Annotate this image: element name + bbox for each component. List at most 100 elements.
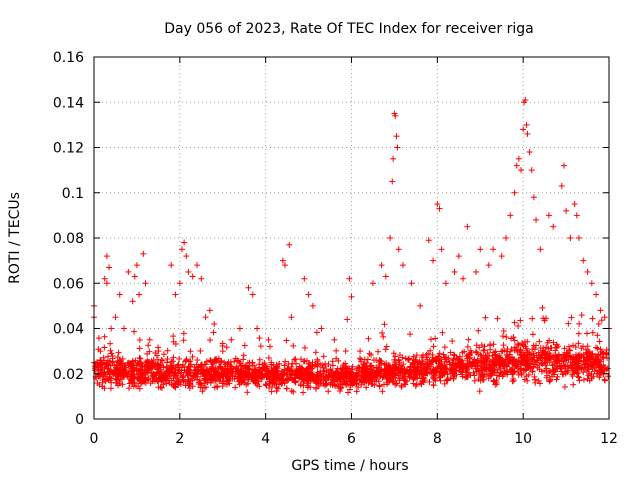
data-point <box>164 347 171 354</box>
data-point <box>134 367 141 374</box>
data-point <box>130 383 137 390</box>
data-point <box>395 357 402 364</box>
data-point <box>256 361 263 368</box>
data-point <box>202 384 209 391</box>
data-point <box>390 379 397 386</box>
data-point <box>596 374 603 381</box>
data-point <box>356 355 363 362</box>
data-point <box>545 345 552 352</box>
x-tick-label: 0 <box>90 431 99 447</box>
data-point <box>207 337 214 344</box>
data-point <box>517 366 524 373</box>
data-point <box>283 337 290 344</box>
data-point <box>290 388 297 395</box>
data-point <box>194 357 201 364</box>
data-point <box>423 370 430 377</box>
data-point <box>320 364 327 371</box>
data-point <box>228 363 235 370</box>
data-point <box>565 320 572 327</box>
data-points <box>91 96 612 396</box>
data-point <box>300 389 307 396</box>
y-tick-label: 0.06 <box>53 276 84 292</box>
data-point <box>530 342 537 349</box>
data-point <box>565 343 572 350</box>
data-point <box>236 360 243 367</box>
data-point <box>604 365 611 372</box>
data-point <box>232 384 239 391</box>
data-point <box>121 362 128 369</box>
data-point <box>115 349 122 356</box>
data-point <box>333 347 340 354</box>
data-point <box>170 354 177 361</box>
data-point <box>476 388 483 395</box>
data-point <box>511 319 518 326</box>
data-point <box>262 381 269 388</box>
data-point <box>430 381 437 388</box>
data-point <box>304 365 311 372</box>
data-point <box>547 376 554 383</box>
data-point <box>496 358 503 365</box>
data-point <box>487 346 494 353</box>
data-point <box>517 317 524 324</box>
data-point <box>410 375 417 382</box>
data-point <box>370 357 377 364</box>
data-point <box>107 385 114 392</box>
data-point <box>292 356 299 363</box>
y-tick-label: 0.04 <box>53 322 84 338</box>
data-point <box>518 370 525 377</box>
data-point <box>539 360 546 367</box>
data-point <box>597 346 604 353</box>
data-point <box>355 363 362 370</box>
y-tick-label: 0 <box>75 412 84 428</box>
data-point <box>449 370 456 377</box>
data-point <box>266 384 273 391</box>
data-point <box>223 381 230 388</box>
data-point <box>568 314 575 321</box>
x-tick-label: 10 <box>514 431 532 447</box>
data-point <box>569 371 576 378</box>
data-point <box>241 342 248 349</box>
data-point <box>136 345 143 352</box>
data-point <box>413 381 420 388</box>
data-point <box>545 369 552 376</box>
data-point <box>570 381 577 388</box>
data-point <box>275 375 282 382</box>
x-axis-label: GPS time / hours <box>291 458 408 474</box>
data-point <box>131 328 138 335</box>
data-point <box>441 344 448 351</box>
data-point <box>114 382 121 389</box>
data-point <box>451 352 458 359</box>
data-point <box>535 377 542 384</box>
data-point <box>107 340 114 347</box>
data-point <box>323 367 330 374</box>
data-point <box>529 346 536 353</box>
data-point <box>216 363 223 370</box>
data-point <box>561 383 568 390</box>
y-axis-label: ROTI / TECUs <box>7 192 23 284</box>
data-point <box>241 363 248 370</box>
y-tick-label: 0.12 <box>53 141 84 157</box>
data-point <box>593 344 600 351</box>
data-point <box>584 343 591 350</box>
data-point <box>537 380 544 387</box>
y-tick-label: 0.1 <box>62 186 84 202</box>
data-point <box>447 349 454 356</box>
data-point <box>320 353 327 360</box>
data-point <box>336 387 343 394</box>
data-point <box>283 385 290 392</box>
x-tick-label: 12 <box>600 431 618 447</box>
data-point <box>503 352 510 359</box>
data-point <box>576 320 583 327</box>
data-point <box>594 332 601 339</box>
data-point <box>473 349 480 356</box>
data-point <box>185 379 192 386</box>
data-point <box>232 373 239 380</box>
data-point <box>195 381 202 388</box>
data-point <box>515 342 522 349</box>
data-point <box>454 356 461 363</box>
data-point <box>157 384 164 391</box>
data-point <box>480 354 487 361</box>
data-point <box>441 380 448 387</box>
